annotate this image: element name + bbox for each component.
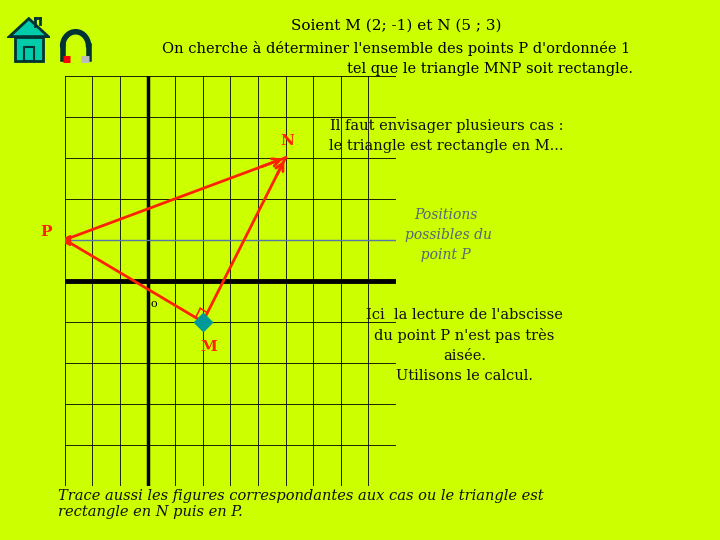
Text: possibles du: possibles du xyxy=(405,228,492,242)
Text: Il faut envisager plusieurs cas :: Il faut envisager plusieurs cas : xyxy=(330,119,563,133)
Text: Ici  la lecture de l'abscisse: Ici la lecture de l'abscisse xyxy=(366,308,563,322)
Text: Soient M (2; -1) et N (5 ; 3): Soient M (2; -1) et N (5 ; 3) xyxy=(291,19,501,33)
Text: tel que le triangle MNP soit rectangle.: tel que le triangle MNP soit rectangle. xyxy=(346,62,633,76)
Text: On cherche à déterminer l'ensemble des points P d'ordonnée 1: On cherche à déterminer l'ensemble des p… xyxy=(162,40,630,56)
Text: o: o xyxy=(150,300,157,309)
Text: Positions: Positions xyxy=(414,208,477,222)
Text: M: M xyxy=(200,340,217,354)
Text: le triangle est rectangle en M...: le triangle est rectangle en M... xyxy=(329,139,564,153)
Bar xyxy=(15,37,42,61)
Text: point P: point P xyxy=(412,248,471,262)
Text: aisée.: aisée. xyxy=(443,349,486,363)
Text: Utilisons le calcul.: Utilisons le calcul. xyxy=(396,369,533,383)
Text: N: N xyxy=(280,134,294,149)
Text: Trace aussi les figures correspondantes aux cas ou le triangle est
rectangle en : Trace aussi les figures correspondantes … xyxy=(58,489,543,519)
Bar xyxy=(24,48,34,61)
Polygon shape xyxy=(9,18,48,37)
Text: P: P xyxy=(40,225,51,239)
Text: du point P n'est pas très: du point P n'est pas très xyxy=(374,328,554,343)
